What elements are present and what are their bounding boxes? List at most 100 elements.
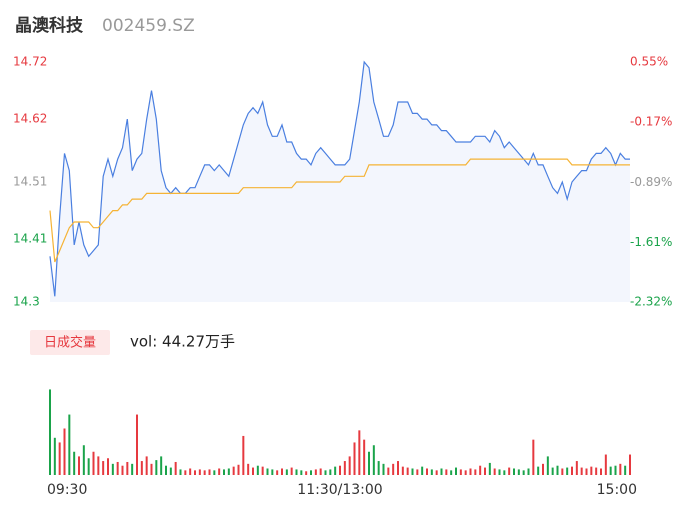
average-line [49,158,630,263]
volume-bar [310,470,312,475]
volume-button-bg[interactable] [30,330,110,355]
volume-bar [203,470,206,475]
volume-bar [121,465,124,475]
volume-bar [585,468,588,475]
volume-bar [160,456,163,475]
volume-bar [49,389,51,475]
volume-bar [319,468,322,475]
volume-bar [401,466,404,475]
volume-bar [624,465,627,475]
volume-bar [97,456,100,475]
volume-bar [232,466,235,475]
volume-bar [237,464,240,475]
volume-bar [629,454,631,475]
volume-bar [68,414,71,475]
volume-bar [295,469,298,475]
volume-bar [372,445,375,475]
volume-bar [78,456,80,475]
volume-bar [184,470,187,475]
volume-bar [377,461,380,475]
volume-bar [484,467,486,475]
volume-bar [116,461,119,475]
stock-code: 002459.SZ [102,16,195,36]
volume-bar [421,466,424,475]
volume-bar [537,466,540,475]
volume-bar [455,467,457,475]
volume-bar [218,468,221,475]
volume-bar [53,437,56,475]
volume-bar [353,442,356,475]
volume-summary: vol: 44.27万手 [130,333,235,351]
volume-bar [348,456,351,475]
volume-bar [343,461,346,475]
volume-bar [140,461,143,475]
volume-bar [513,468,515,475]
volume-bar [358,430,361,475]
volume-bar [387,467,390,475]
volume-bar [126,461,129,475]
volume-bar [397,461,399,475]
volume-bar [416,469,419,475]
volume-bar [503,470,506,475]
volume-bar [334,466,337,475]
y-tick-label: 14.72 [13,55,47,69]
y-tick-label: 14.62 [13,112,47,126]
volume-bar [339,465,341,475]
volume-bar [522,470,525,475]
volume-bar [285,469,288,475]
volume-bar [488,462,491,475]
volume-bar [493,468,496,475]
volume-bar [145,456,148,475]
volume-bar [174,461,177,475]
volume-bar [363,439,366,475]
volume-bar [324,470,327,475]
volume-bar [73,451,76,475]
volume-bar [247,463,250,475]
volume-bar [474,469,477,475]
x-tick-label: 09:30 [47,482,87,498]
volume-bar [498,469,501,475]
volume-bar [435,470,438,475]
volume-bar [92,451,95,475]
volume-bar [392,463,395,475]
volume-bar [430,469,433,475]
volume-bar [464,470,467,475]
volume-bar [450,470,453,475]
volume-bar [256,465,259,475]
volume-button[interactable]: 日成交量 [44,335,96,351]
volume-bar [208,469,211,475]
volume-bar [440,468,443,475]
y-tick-label: 14.3 [13,295,40,309]
volume-bar [227,468,230,475]
volume-bar [261,466,264,475]
volume-bar [165,465,167,475]
volume-bar [63,428,66,475]
volume-bar [382,463,385,475]
y2-tick-label: -1.61% [630,235,672,249]
volume-bar [102,461,105,475]
volume-bar [406,467,409,475]
volume-bar [242,435,245,475]
volume-bar [575,461,578,475]
volume-bar [508,467,511,475]
volume-bar [155,460,158,475]
volume-bar [546,456,549,475]
volume-bar [609,466,612,475]
y2-tick-label: -0.89% [630,175,672,189]
y-tick-label: 14.51 [13,175,47,189]
volume-bar [252,467,254,475]
volume-bar [532,439,535,475]
volume-bar [479,465,482,475]
volume-bar [276,470,279,475]
y-tick-label: 14.41 [13,232,47,246]
volume-bar [614,465,617,475]
volume-bar [411,468,414,475]
volume-bar [131,463,134,475]
y2-tick-label: -2.32% [630,295,672,309]
x-tick-label: 15:00 [597,482,637,498]
volume-bar [198,469,201,475]
volume-bar [169,467,172,475]
volume-bar [300,470,303,475]
volume-bar [571,466,573,475]
